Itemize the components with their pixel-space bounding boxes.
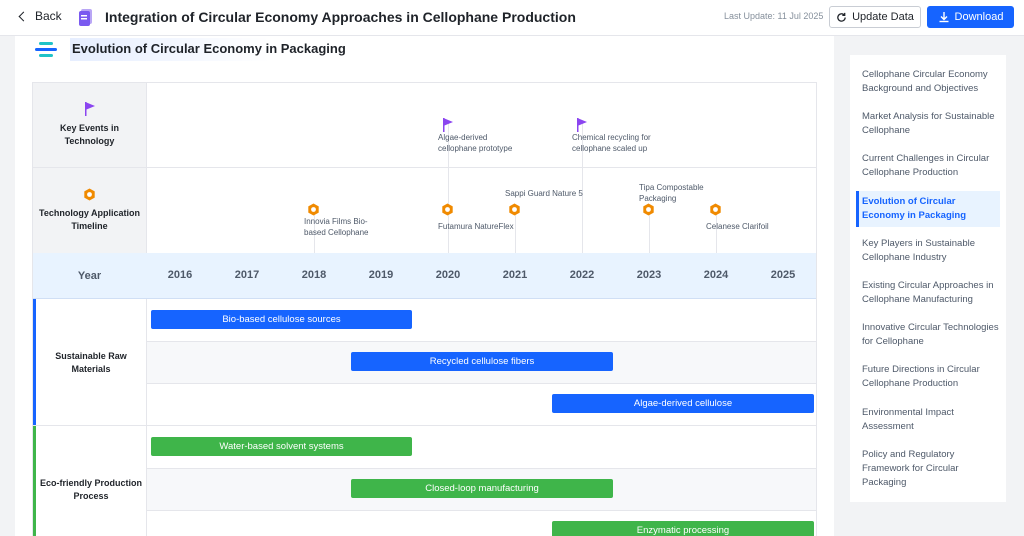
key-event-label: Chemical recycling forcellophane scaled …	[572, 132, 651, 154]
row-divider	[146, 341, 816, 342]
hexagon-icon	[709, 203, 722, 216]
application-label: Technology Application Timeline	[36, 207, 144, 233]
toc-item-active[interactable]: Evolution of Circular Economy in Packagi…	[856, 191, 1000, 227]
category-label: Eco-friendly Production Process	[36, 426, 146, 536]
flag-icon	[84, 102, 96, 116]
section-title: Evolution of Circular Economy in Packagi…	[72, 41, 346, 56]
year-axis-label: Year	[33, 253, 146, 299]
page-title: Integration of Circular Economy Approach…	[105, 9, 576, 25]
back-button[interactable]: Back	[16, 9, 62, 23]
hexagon-icon	[307, 203, 320, 216]
timeline-bar[interactable]: Recycled cellulose fibers	[351, 352, 613, 371]
key-event-label: Algae-derivedcellophane prototype	[438, 132, 512, 154]
row-divider	[33, 167, 816, 168]
year-tick: 2018	[284, 269, 344, 281]
toc-item[interactable]: Existing Circular Approaches in Cellopha…	[856, 279, 1000, 307]
toc-item[interactable]: Environmental Impact Assessment	[856, 406, 1000, 434]
column-divider	[146, 299, 147, 536]
document-icon	[78, 8, 94, 26]
application-label-cell: Technology Application Timeline	[33, 168, 146, 253]
hexagon-icon	[441, 203, 454, 216]
top-bar: Back Integration of Circular Economy App…	[0, 0, 1024, 36]
application-event-label: Tipa CompostablePackaging	[639, 182, 704, 204]
timeline-bar[interactable]: Algae-derived cellulose	[552, 394, 814, 413]
year-tick: 2016	[150, 269, 210, 281]
timeline-bar[interactable]: Closed-loop manufacturing	[351, 479, 613, 498]
download-button[interactable]: Download	[927, 6, 1014, 28]
flag-icon	[576, 118, 588, 132]
toc-item[interactable]: Innovative Circular Technologies for Cel…	[856, 321, 1000, 349]
toc-item[interactable]: Cellophane Circular Economy Background a…	[856, 68, 1000, 96]
timeline-chart: Key Events in Technology Technology Appl…	[32, 82, 817, 536]
year-tick: 2023	[619, 269, 679, 281]
flag-icon	[442, 118, 454, 132]
toc-item[interactable]: Market Analysis for Sustainable Cellopha…	[856, 110, 1000, 138]
key-events-label-cell: Key Events in Technology	[33, 83, 146, 167]
event-connector	[649, 211, 650, 253]
update-data-label: Update Data	[852, 11, 914, 23]
hexagon-icon	[642, 203, 655, 216]
timeline-bar[interactable]: Bio-based cellulose sources	[151, 310, 412, 329]
hexagon-icon	[83, 188, 96, 201]
toc-item[interactable]: Current Challenges in Circular Cellophan…	[856, 152, 1000, 180]
year-tick: 2022	[552, 269, 612, 281]
key-events-label: Key Events in Technology	[55, 122, 125, 148]
timeline-bar[interactable]: Water-based solvent systems	[151, 437, 412, 456]
update-data-button[interactable]: Update Data	[829, 6, 921, 28]
application-event-label: Futamura NatureFlex	[438, 221, 514, 232]
timeline-bar[interactable]: Enzymatic processing	[552, 521, 814, 536]
toc-item[interactable]: Future Directions in Circular Cellophane…	[856, 363, 1000, 391]
row-divider	[146, 510, 816, 511]
year-tick: 2019	[351, 269, 411, 281]
year-tick: 2024	[686, 269, 746, 281]
category-label: Sustainable Raw Materials	[36, 299, 146, 426]
application-event-label: Innovia Films Bio-based Cellophane	[304, 216, 369, 238]
application-event-label: Sappi Guard Nature 5	[505, 188, 583, 199]
event-connector	[716, 211, 717, 253]
download-label: Download	[955, 11, 1004, 23]
refresh-icon	[836, 12, 847, 23]
event-connector	[515, 211, 516, 253]
main-content: Evolution of Circular Economy in Packagi…	[15, 36, 834, 536]
chevron-left-icon	[19, 11, 29, 21]
toc-item[interactable]: Policy and Regulatory Framework for Circ…	[856, 448, 1000, 490]
year-tick: 2017	[217, 269, 277, 281]
row-divider	[146, 468, 816, 469]
download-icon	[938, 11, 950, 23]
row-divider	[146, 383, 816, 384]
column-divider	[146, 83, 147, 253]
toc-item[interactable]: Key Players in Sustainable Cellophane In…	[856, 237, 1000, 265]
table-of-contents: Cellophane Circular Economy Background a…	[850, 55, 1006, 502]
application-event-label: Celanese Clarifoil	[706, 221, 769, 232]
year-tick: 2025	[753, 269, 813, 281]
year-tick: 2021	[485, 269, 545, 281]
hexagon-icon	[508, 203, 521, 216]
year-axis-row: Year 2016 2017 2018 2019 2020 2021 2022 …	[33, 253, 816, 299]
year-tick: 2020	[418, 269, 478, 281]
section-icon	[35, 42, 57, 58]
back-label: Back	[35, 9, 62, 23]
last-update-text: Last Update: 11 Jul 2025	[724, 11, 823, 21]
